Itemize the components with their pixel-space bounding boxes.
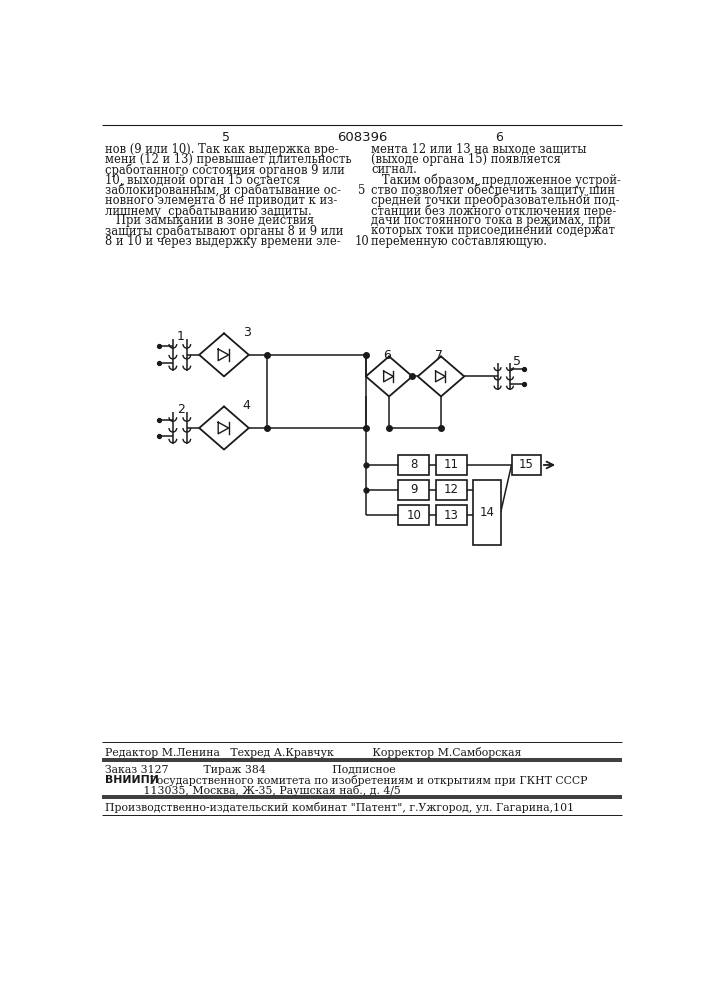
Text: 3: 3 bbox=[243, 326, 250, 339]
Text: мени (12 и 13) превышает длительность: мени (12 и 13) превышает длительность bbox=[105, 153, 352, 166]
Text: 10: 10 bbox=[407, 509, 421, 522]
Polygon shape bbox=[199, 333, 249, 376]
Text: ство позволяет обеспечить защиту шин: ство позволяет обеспечить защиту шин bbox=[371, 184, 615, 197]
Text: новного элемента 8 не приводит к из-: новного элемента 8 не приводит к из- bbox=[105, 194, 338, 207]
Text: сработанного состояния органов 9 или: сработанного состояния органов 9 или bbox=[105, 163, 345, 177]
Text: 6: 6 bbox=[495, 131, 503, 144]
Polygon shape bbox=[418, 356, 464, 396]
Bar bbox=[436, 455, 467, 475]
Polygon shape bbox=[199, 406, 249, 450]
Text: дачи постоянного тока в режимах, при: дачи постоянного тока в режимах, при bbox=[371, 214, 611, 227]
Text: При замыкании в зоне действия: При замыкании в зоне действия bbox=[105, 214, 315, 227]
Text: (выходе органа 15) появляется: (выходе органа 15) появляется bbox=[371, 153, 561, 166]
Text: 4: 4 bbox=[243, 399, 250, 412]
Text: 5: 5 bbox=[513, 355, 521, 368]
Polygon shape bbox=[366, 356, 412, 396]
Text: лишнему  срабатыванию защиты.: лишнему срабатыванию защиты. bbox=[105, 204, 312, 218]
Text: 7: 7 bbox=[435, 349, 443, 362]
Text: 11: 11 bbox=[443, 458, 459, 471]
Text: 14: 14 bbox=[479, 506, 494, 519]
Text: сигнал.: сигнал. bbox=[371, 163, 417, 176]
Text: средней точки преобразовательной под-: средней точки преобразовательной под- bbox=[371, 194, 620, 207]
Bar bbox=[398, 480, 429, 500]
Bar bbox=[473, 480, 501, 545]
Text: переменную составляющую.: переменную составляющую. bbox=[371, 235, 547, 248]
Text: 15: 15 bbox=[519, 458, 534, 471]
Bar bbox=[436, 480, 467, 500]
Text: заблокированным, и срабатывание ос-: заблокированным, и срабатывание ос- bbox=[105, 184, 341, 197]
Bar bbox=[398, 505, 429, 525]
Text: ВНИИПИ: ВНИИПИ bbox=[105, 775, 159, 785]
Text: Редактор М.Ленина   Техред А.Кравчук           Корректор М.Самборская: Редактор М.Ленина Техред А.Кравчук Корре… bbox=[105, 747, 522, 758]
Text: нов (9 или 10). Так как выдержка вре-: нов (9 или 10). Так как выдержка вре- bbox=[105, 143, 339, 156]
Text: 9: 9 bbox=[410, 483, 418, 496]
Text: 5: 5 bbox=[221, 131, 230, 144]
Text: 8: 8 bbox=[410, 458, 418, 471]
Bar bbox=[398, 455, 429, 475]
Text: 608396: 608396 bbox=[337, 131, 387, 144]
Text: Производственно-издательский комбинат "Патент", г.Ужгород, ул. Гагарина,101: Производственно-издательский комбинат "П… bbox=[105, 802, 575, 813]
Text: которых токи присоединений содержат: которых токи присоединений содержат bbox=[371, 224, 615, 237]
Text: 13: 13 bbox=[443, 509, 459, 522]
Text: 8 и 10 и через выдержку времени эле-: 8 и 10 и через выдержку времени эле- bbox=[105, 235, 341, 248]
Text: Государственного комитета по изобретениям и открытиям при ГКНТ СССР: Государственного комитета по изобретения… bbox=[146, 775, 588, 786]
Bar bbox=[436, 505, 467, 525]
Text: 1: 1 bbox=[177, 330, 185, 343]
Text: 5: 5 bbox=[358, 184, 366, 197]
Text: Таким образом, предложенное устрой-: Таким образом, предложенное устрой- bbox=[371, 174, 621, 187]
Text: 12: 12 bbox=[443, 483, 459, 496]
Text: мента 12 или 13 на выходе защиты: мента 12 или 13 на выходе защиты bbox=[371, 143, 587, 156]
Text: Заказ 3127          Тираж 384                   Подписное: Заказ 3127 Тираж 384 Подписное bbox=[105, 765, 396, 775]
Bar bbox=[512, 455, 541, 475]
Text: 113035, Москва, Ж-35, Раушская наб., д. 4/5: 113035, Москва, Ж-35, Раушская наб., д. … bbox=[105, 785, 401, 796]
Text: станции без ложного отключения пере-: станции без ложного отключения пере- bbox=[371, 204, 617, 218]
Text: 6: 6 bbox=[383, 349, 391, 362]
Text: 10, выходной орган 15 остается: 10, выходной орган 15 остается bbox=[105, 174, 300, 187]
Text: 10: 10 bbox=[355, 235, 369, 248]
Text: 2: 2 bbox=[177, 403, 185, 416]
Text: защиты срабатывают органы 8 и 9 или: защиты срабатывают органы 8 и 9 или bbox=[105, 224, 344, 238]
